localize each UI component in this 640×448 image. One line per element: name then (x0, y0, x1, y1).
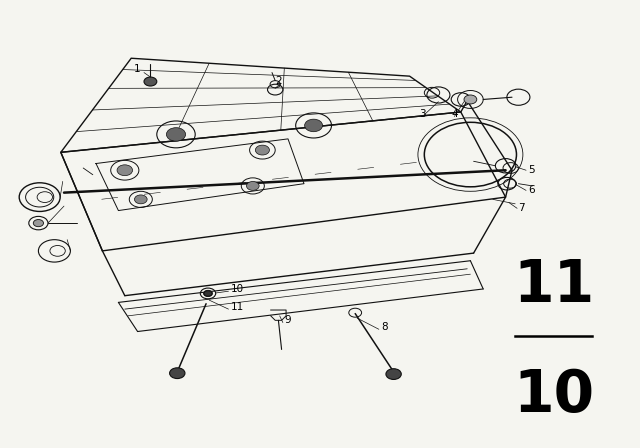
Circle shape (246, 181, 259, 190)
Text: 11: 11 (230, 302, 244, 312)
Text: 7: 7 (518, 203, 525, 213)
Text: 10: 10 (230, 284, 244, 294)
Circle shape (134, 195, 147, 204)
Circle shape (255, 145, 269, 155)
Circle shape (33, 220, 44, 227)
Text: 9: 9 (285, 315, 291, 325)
Circle shape (166, 128, 186, 141)
Text: 8: 8 (381, 322, 387, 332)
Text: 10: 10 (513, 367, 594, 424)
Circle shape (204, 291, 212, 296)
Text: 11: 11 (513, 257, 594, 314)
Circle shape (144, 77, 157, 86)
Text: 5: 5 (528, 165, 534, 175)
Text: 3: 3 (419, 109, 426, 119)
Text: 2: 2 (275, 76, 282, 86)
Text: 4: 4 (451, 109, 458, 119)
Circle shape (464, 95, 477, 104)
Circle shape (117, 165, 132, 176)
Circle shape (305, 119, 323, 132)
Text: 1: 1 (134, 65, 141, 74)
Circle shape (170, 368, 185, 379)
Text: 6: 6 (528, 185, 534, 195)
Circle shape (204, 290, 212, 297)
Circle shape (386, 369, 401, 379)
